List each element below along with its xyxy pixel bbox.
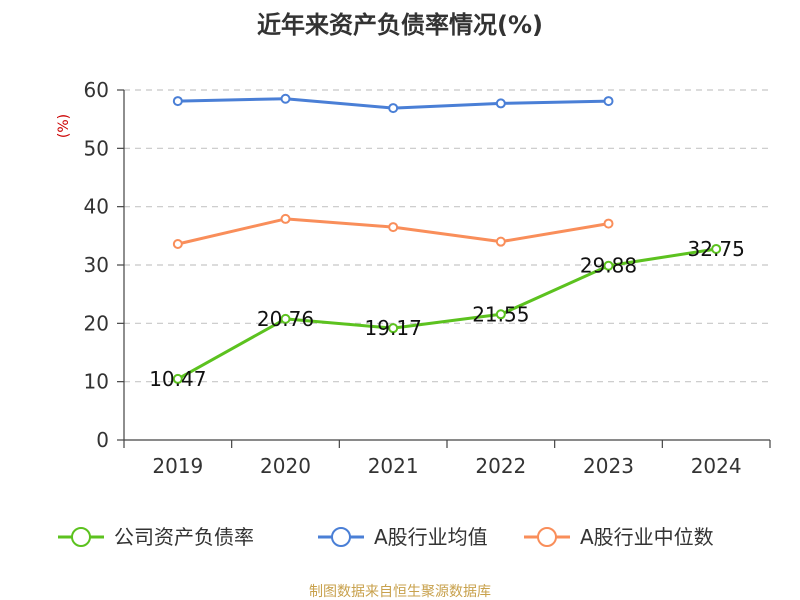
x-tick-label: 2020 <box>260 454 311 478</box>
legend-label: A股行业中位数 <box>580 525 714 549</box>
data-point <box>495 309 506 320</box>
data-point <box>495 98 506 109</box>
legend-label: 公司资产负债率 <box>114 525 254 549</box>
data-point <box>711 243 722 254</box>
data-label: 21.55 <box>472 302 529 326</box>
x-tick-label: 2023 <box>583 454 634 478</box>
series-lines <box>172 93 722 384</box>
y-tick-label: 40 <box>84 195 109 219</box>
data-point <box>172 373 183 384</box>
x-tick-label: 2022 <box>475 454 526 478</box>
source-note: 制图数据来自恒生聚源数据库 <box>309 584 491 600</box>
data-point <box>280 313 291 324</box>
x-tick-label: 2019 <box>152 454 203 478</box>
data-point <box>603 218 614 229</box>
legend: 公司资产负债率 A股行业均值 A股行业中位数 <box>58 525 714 549</box>
legend-label: A股行业均值 <box>374 525 488 549</box>
data-labels: 10.47 20.76 19.17 21.55 29.88 32.75 <box>149 237 745 391</box>
data-point <box>603 260 614 271</box>
y-tick-label: 20 <box>84 311 109 335</box>
legend-marker <box>71 527 91 547</box>
axes: 0 10 20 30 40 50 60 2019 2020 2021 2022 2023 2024 <box>84 78 771 478</box>
data-point <box>495 236 506 247</box>
series-line <box>177 247 717 381</box>
chart-title: 近年来资产负债率情况(%) <box>257 11 543 39</box>
data-label: 29.88 <box>580 254 637 278</box>
y-tick-label: 60 <box>84 78 109 102</box>
y-tick-label: 0 <box>96 428 109 452</box>
y-tick-label: 50 <box>84 136 109 160</box>
x-tick-label: 2021 <box>368 454 419 478</box>
data-label: 19.17 <box>365 316 422 340</box>
data-point <box>280 93 291 104</box>
data-point <box>280 213 291 224</box>
data-point <box>172 96 183 107</box>
data-point <box>388 103 399 114</box>
data-point <box>388 323 399 334</box>
y-tick-label: 30 <box>84 253 109 277</box>
data-label: 32.75 <box>688 237 745 261</box>
legend-marker <box>537 527 557 547</box>
y-axis-label: (%) <box>56 114 72 138</box>
data-point <box>603 96 614 107</box>
data-point <box>388 222 399 233</box>
data-label: 20.76 <box>257 307 314 331</box>
legend-marker <box>331 527 351 547</box>
data-point <box>172 239 183 249</box>
data-label: 10.47 <box>149 367 206 391</box>
grid-lines <box>124 89 770 383</box>
x-tick-label: 2024 <box>691 454 742 478</box>
y-tick-label: 10 <box>84 370 109 394</box>
